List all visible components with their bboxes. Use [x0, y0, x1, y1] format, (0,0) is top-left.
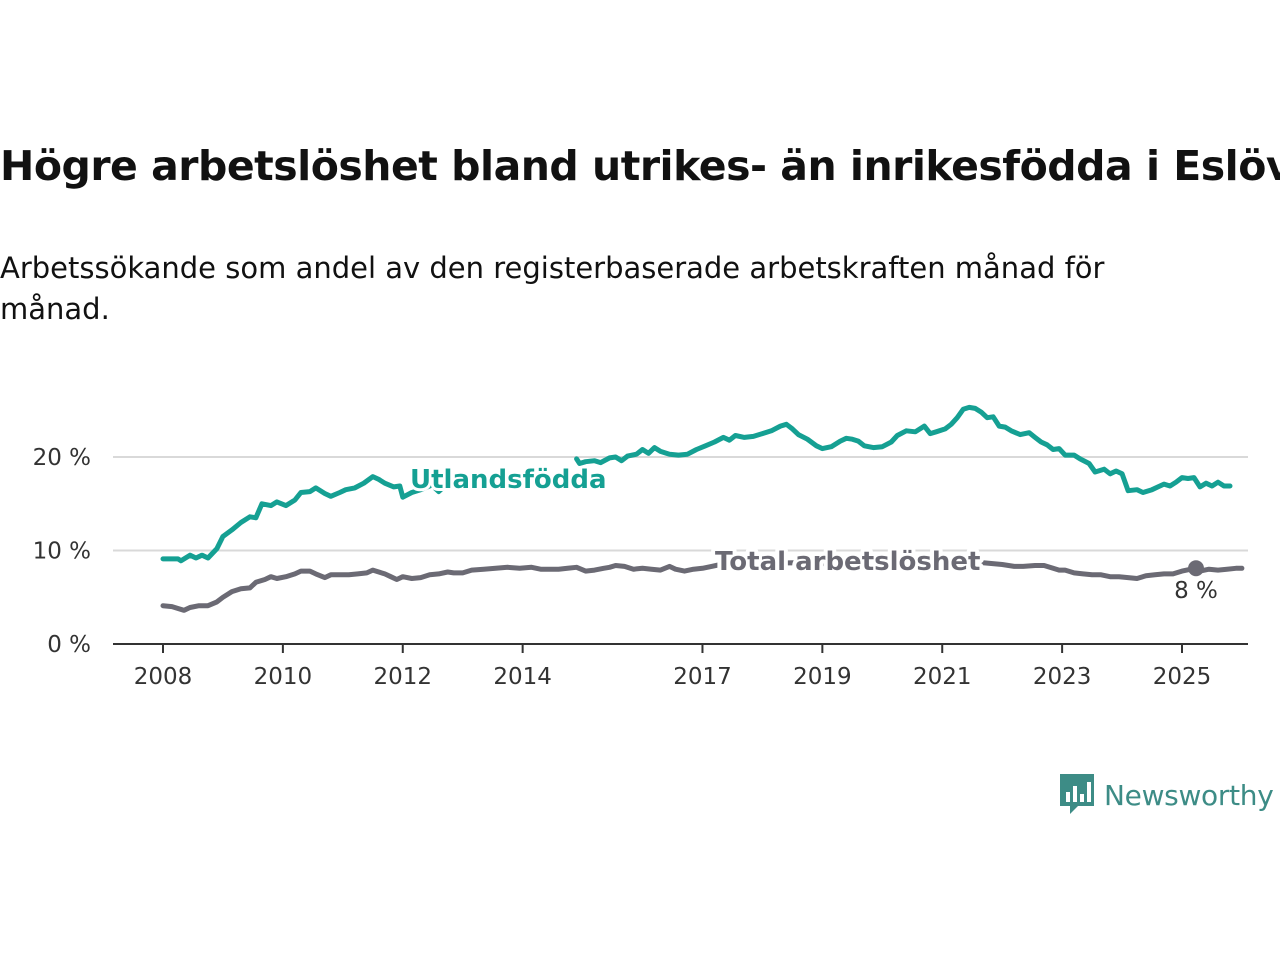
chart-title: Högre arbetslöshet bland utrikes- än inr…: [0, 142, 1280, 190]
chart-subtitle: Arbetssökande som andel av den registerb…: [0, 251, 1105, 326]
labels: Utlandsfödda Total arbetslöshet 8 %: [407, 462, 1218, 604]
end-point-marker: [1188, 560, 1204, 577]
x-tick-label: 2023: [1033, 664, 1092, 690]
series-label-utlandsfodda: Utlandsfödda: [410, 465, 607, 495]
x-tick-label: 2008: [134, 664, 193, 690]
series-line-total: [160, 558, 1245, 613]
series: [160, 404, 1245, 613]
x-tick-label: 2019: [793, 664, 852, 690]
x-tick-label: 2012: [373, 664, 432, 690]
y-tick-label: 0 %: [47, 632, 91, 658]
x-tick-label: 2025: [1153, 664, 1212, 690]
series-label-total: Total arbetslöshet: [715, 547, 980, 577]
axes: 0 % 10 % 20 % 2008 2010 2012 2014 2017 2019 2021 2…: [33, 445, 1248, 690]
y-tick-label: 10 %: [33, 539, 91, 565]
y-tick-label: 20 %: [33, 445, 91, 471]
series-line-utlandsfodda: [160, 474, 445, 564]
brand-logo: Newsworthy: [1058, 772, 1274, 818]
x-tick-label: 2021: [913, 664, 972, 690]
end-value-label: 8 %: [1174, 578, 1218, 604]
brand-name: Newsworthy: [1104, 778, 1274, 812]
x-tick-label: 2017: [673, 664, 732, 690]
x-tick-label: 2010: [254, 664, 313, 690]
x-tick-label: 2014: [493, 664, 552, 690]
series-line-utlandsfodda: [574, 404, 1233, 495]
newsworthy-chart-bubble-icon: [1060, 774, 1094, 814]
